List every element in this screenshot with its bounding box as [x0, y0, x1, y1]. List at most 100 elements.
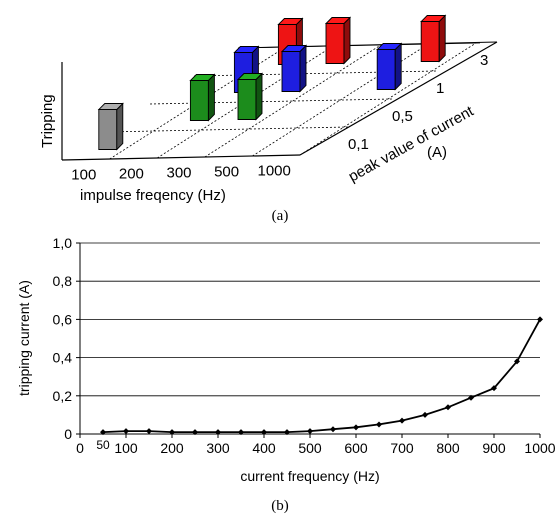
b-data-point — [376, 421, 382, 428]
bar-side-face — [299, 44, 307, 93]
b-x-tick-label: 600 — [344, 440, 368, 456]
a-z-tick-label: 3 — [480, 52, 488, 69]
b-ylabel: tripping current (A) — [16, 280, 32, 396]
b-data-point — [123, 428, 129, 435]
bar-3d — [376, 42, 403, 91]
bar-top-face — [280, 45, 308, 52]
back-wall — [62, 64, 300, 160]
bar-3d — [236, 72, 264, 121]
a-z-tick-label: 1 — [436, 80, 444, 97]
bar-side-face — [438, 14, 446, 63]
b-xlabel: current frequency (Hz) — [240, 468, 379, 484]
bar-3d — [280, 44, 308, 93]
floor-row-line — [105, 126, 349, 133]
bar-front-face — [189, 80, 209, 121]
a-x-tick-label: 200 — [119, 166, 144, 183]
b-data-point — [422, 411, 428, 418]
bar-top-face — [189, 74, 216, 81]
b-x-tick-label: 400 — [252, 440, 276, 456]
b-x-tick-label: 200 — [160, 440, 184, 456]
b-data-point — [445, 404, 451, 411]
floor-column-line — [299, 42, 477, 156]
bar-front-face — [420, 21, 440, 62]
b-data-point — [399, 417, 405, 424]
b-x-tick-label: 700 — [390, 440, 414, 456]
a-z-tick-label: 0,1 — [348, 136, 369, 153]
b-x-tick-label: 900 — [482, 440, 506, 456]
bar-3d — [420, 14, 447, 63]
bar-3d — [324, 16, 352, 65]
b-data-point — [100, 429, 106, 436]
bar-3d — [97, 102, 124, 151]
chart-a: Tripping 100 200 300 500 1000 impulse freqen… — [39, 14, 498, 224]
b-data-point — [514, 358, 520, 365]
b-y-tick-labels: 0 0,2 0,4 0,6 0,8 1,0 — [53, 235, 73, 442]
bar-top-face — [420, 15, 447, 22]
bar-side-face — [207, 73, 215, 122]
b-x-tick-label: 300 — [206, 440, 230, 456]
a-z-tick-labels: 0,1 0,5 1 3 — [348, 52, 488, 153]
bar-top-face — [97, 103, 124, 110]
b-data-point — [146, 428, 152, 435]
b-x-tick-label: 100 — [114, 440, 138, 456]
b-data-point — [284, 429, 290, 436]
b-y-tick-label: 0,6 — [53, 311, 73, 327]
bar-top-face — [233, 46, 260, 53]
bars-3d — [97, 14, 447, 151]
bar-side-face — [255, 72, 263, 121]
b-data-point — [215, 429, 221, 436]
bar-top-face — [376, 43, 403, 50]
b-data-point — [261, 429, 267, 436]
a-caption: (a) — [272, 208, 289, 224]
b-y-tick-label: 0,2 — [53, 388, 73, 404]
b-data-point — [192, 429, 198, 436]
bar-side-face — [116, 102, 124, 151]
a-z-tick-label: 0,5 — [392, 108, 413, 125]
bar-top-face — [236, 73, 264, 80]
b-x-tick-labels: 0 100 200 300 400 500 600 700 800 900 1000 — [76, 434, 556, 456]
b-x-tick-label: 500 — [298, 440, 322, 456]
b-data-point — [238, 429, 244, 436]
floor-right-edge — [299, 41, 498, 156]
b-data-point — [491, 385, 497, 392]
bar-front-face — [325, 23, 345, 64]
bar-front-face — [98, 109, 118, 150]
bar-front-face — [237, 79, 257, 120]
b-x-tick-50: 50 — [96, 438, 110, 452]
b-data-point — [169, 429, 175, 436]
a-x-tick-label: 500 — [214, 164, 239, 181]
bar-front-face — [281, 51, 301, 92]
floor-column-line — [204, 44, 382, 158]
a-x-tick-label: 1000 — [258, 163, 291, 180]
b-series-line — [102, 318, 541, 434]
bar-side-face — [394, 42, 402, 91]
b-x-tick-label: 1000 — [524, 440, 555, 456]
floor-front-edge — [61, 154, 301, 161]
b-caption: (b) — [271, 498, 289, 514]
bar-top-face — [324, 17, 352, 24]
b-x-tick-label: 0 — [76, 440, 84, 456]
bar-front-face — [376, 49, 396, 90]
a-x-tick-labels: 100 200 300 500 1000 — [71, 163, 291, 184]
a-ylabel: Tripping — [39, 94, 56, 148]
bar-3d — [189, 73, 216, 122]
b-y-tick-label: 0 — [64, 426, 72, 442]
b-y-tick-label: 0,8 — [53, 273, 73, 289]
b-data-point — [307, 428, 313, 435]
a-x-tick-label: 300 — [166, 165, 191, 182]
a-zlabel-line2: (A) — [427, 144, 447, 161]
b-gridlines — [76, 242, 540, 435]
b-data-point — [353, 424, 359, 431]
b-series-markers — [100, 316, 543, 436]
bar-top-face — [277, 18, 304, 25]
b-x-tick-label: 800 — [436, 440, 460, 456]
b-y-tick-label: 0,4 — [53, 350, 73, 366]
a-xlabel: impulse freqency (Hz) — [80, 187, 226, 204]
b-data-point — [330, 426, 336, 433]
a-x-tick-label: 100 — [71, 167, 96, 184]
b-data-point — [537, 316, 543, 323]
b-y-tick-label: 1,0 — [53, 235, 73, 251]
chart-b: 0 0,2 0,4 0,6 0,8 1,0 0 100 200 300 400 500 600 700 8… — [16, 235, 556, 514]
floor-row-line — [149, 98, 393, 105]
